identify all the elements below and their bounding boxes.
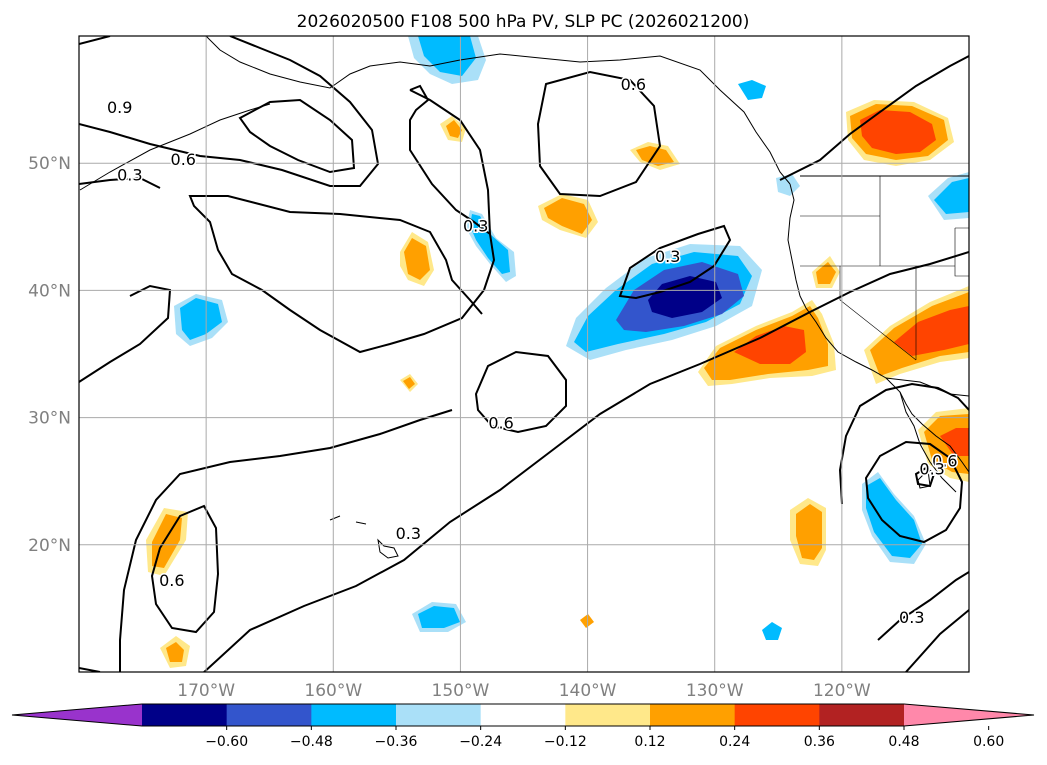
lat-tick-label: 30°N (28, 409, 71, 429)
contour-line (119, 409, 453, 672)
pv-negative-region (738, 80, 766, 100)
contour-layer (79, 36, 969, 672)
colorbar-segment (734, 704, 820, 726)
map-area: 0.90.60.30.60.30.30.60.30.60.60.30.3 (79, 36, 969, 672)
colorbar-extend-min (12, 704, 142, 726)
lon-tick-label: 160°W (304, 681, 362, 701)
pv-positive-region (152, 514, 182, 568)
coastline-alaska (205, 36, 791, 185)
colorbar-segment (142, 704, 228, 726)
map-frame (78, 35, 970, 673)
contour-line (238, 98, 356, 174)
contour-line (202, 251, 969, 672)
colorbar-segment (819, 704, 905, 726)
contour-label: 0.3 (463, 216, 488, 235)
pv-positive-region (894, 306, 969, 356)
pv-positive-region (734, 326, 806, 364)
contour-line (864, 440, 964, 544)
pv-positive-region (446, 120, 462, 138)
contour-label: 0.3 (919, 459, 944, 478)
contour-labels: 0.90.60.30.60.30.30.60.30.60.60.30.3 (105, 74, 959, 629)
lon-tick-label: 130°W (686, 681, 744, 701)
colorbar-segment (396, 704, 482, 726)
pv-negative-region (934, 178, 969, 214)
contour-line (79, 36, 380, 187)
pv-positive-region (860, 110, 936, 154)
coastline-north-america (787, 183, 969, 473)
colorbar-tick-label: 0.48 (888, 734, 919, 750)
contour-line (536, 70, 662, 198)
colorbar-tick-label: −0.24 (459, 734, 502, 750)
lon-tick-label: 140°W (559, 681, 617, 701)
colorbar-tick-label: −0.36 (375, 734, 418, 750)
contour-line (779, 55, 969, 181)
pv-positive-region (940, 428, 969, 456)
contour-line (914, 466, 936, 488)
pv-positive-region (796, 504, 822, 560)
coastline-hawaii (329, 515, 399, 559)
pv-positive-region (544, 198, 592, 234)
contour-line (905, 609, 969, 672)
contour-line (79, 36, 111, 45)
colorbar-tick-label: 0.12 (634, 734, 665, 750)
coastline-layer (79, 36, 969, 559)
contour-label: 0.3 (655, 247, 680, 266)
lon-tick-label: 120°W (813, 681, 871, 701)
chart-title: 2026020500 F108 500 hPa PV, SLP PC (2026… (297, 12, 750, 32)
contour-line (474, 350, 567, 434)
pv-positive-region (580, 614, 594, 628)
colorbar: −0.60 −0.48 −0.36 −0.24 −0.12 0.12 0.24 0.36 0.4… (11, 703, 1035, 750)
colorbar-tick-label: 0.24 (719, 734, 750, 750)
pv-negative-region (762, 622, 782, 640)
pv-negative-region (418, 36, 476, 76)
contour-label: 0.3 (899, 608, 924, 627)
contour-line (150, 504, 220, 634)
lat-tick-label: 40°N (28, 281, 71, 301)
colorbar-segment (311, 704, 397, 726)
contour-line (188, 84, 496, 354)
colorbar-tick-label: 0.60 (973, 734, 1004, 750)
pv-positive-region (166, 642, 184, 662)
pv-negative-region (180, 298, 222, 340)
axis-labels: 170°W 160°W 150°W 140°W 130°W 120°W 20°N 30°N 40… (28, 154, 871, 701)
colorbar-segment (565, 704, 651, 726)
contour-line (79, 176, 161, 189)
contour-line (79, 667, 101, 672)
contour-label: 0.3 (117, 165, 142, 184)
graticule (79, 36, 969, 672)
contour-line (79, 284, 172, 383)
colorbar-tick-label: −0.48 (290, 734, 333, 750)
contour-label: 0.9 (107, 98, 132, 117)
contour-label: 0.6 (171, 150, 196, 169)
lat-tick-label: 20°N (28, 536, 71, 556)
contour-label: 0.6 (621, 75, 646, 94)
pv-negative-region (470, 214, 510, 274)
contour-label: 0.6 (488, 413, 513, 432)
colorbar-segment (480, 704, 566, 726)
pv-positive-region (404, 238, 430, 280)
pv-negative-region (648, 276, 722, 318)
colorbar-segment (226, 704, 312, 726)
contour-label: 0.6 (932, 452, 957, 471)
colorbar-tick-label: −0.60 (205, 734, 248, 750)
lon-tick-label: 170°W (177, 681, 235, 701)
colorbar-outline (11, 703, 1035, 727)
lon-tick-label: 150°W (432, 681, 490, 701)
pv-positive-region (403, 377, 415, 389)
colorbar-tick-label: 0.36 (804, 734, 835, 750)
colorbar-extend-max (904, 704, 1034, 726)
lat-tick-label: 50°N (28, 154, 71, 174)
colorbar-segment (650, 704, 736, 726)
colorbar-tick-label: −0.12 (544, 734, 587, 750)
contour-label: 0.6 (159, 571, 184, 590)
contour-label: 0.3 (396, 524, 421, 543)
pv-positive-region (816, 262, 836, 284)
contour-line (877, 571, 969, 641)
border-states (800, 176, 969, 361)
pv-negative-region (418, 606, 460, 628)
contour-line (618, 224, 732, 300)
pv-positive-region (636, 146, 674, 166)
coastline-aleutians (79, 103, 271, 191)
